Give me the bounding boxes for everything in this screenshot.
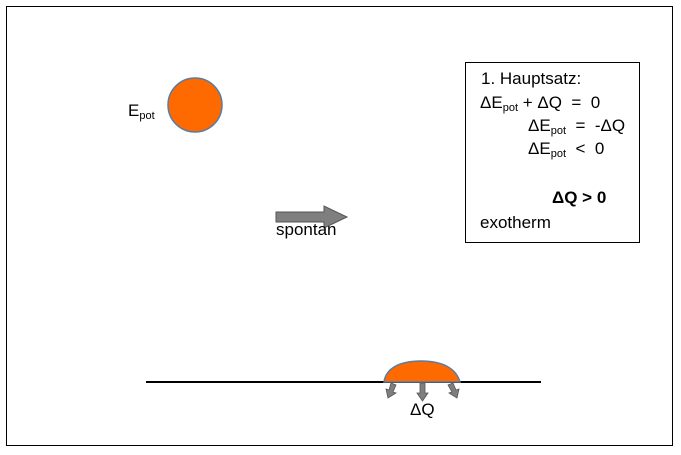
box-title: 1. Hauptsatz: [481,69,582,88]
ball-top [167,77,223,133]
conclusion-exotherm: exotherm [480,213,551,232]
heat-label: ΔQ [410,400,435,419]
result-q-positive: ΔQ > 0 [552,188,607,207]
heat-arrow-right [447,382,460,399]
epot-label: Epot [128,101,155,122]
heat-arrows [385,382,460,402]
equation-epot-equals-neg-q: ΔEpot = -ΔQ [528,116,626,137]
heat-arrow-middle [416,382,429,402]
equation-energy-balance: ΔEpot + ΔQ = 0 [480,93,601,114]
spontan-label: spontan [276,220,337,239]
outer-frame [6,6,673,446]
first-law-box: 1. Hauptsatz: ΔEpot + ΔQ = 0 ΔEpot = -ΔQ… [465,62,640,243]
ball-flattened [383,360,461,383]
heat-arrow-left [385,382,397,399]
equation-epot-negative: ΔEpot < 0 [528,139,605,160]
spontan-arrow [275,205,349,229]
